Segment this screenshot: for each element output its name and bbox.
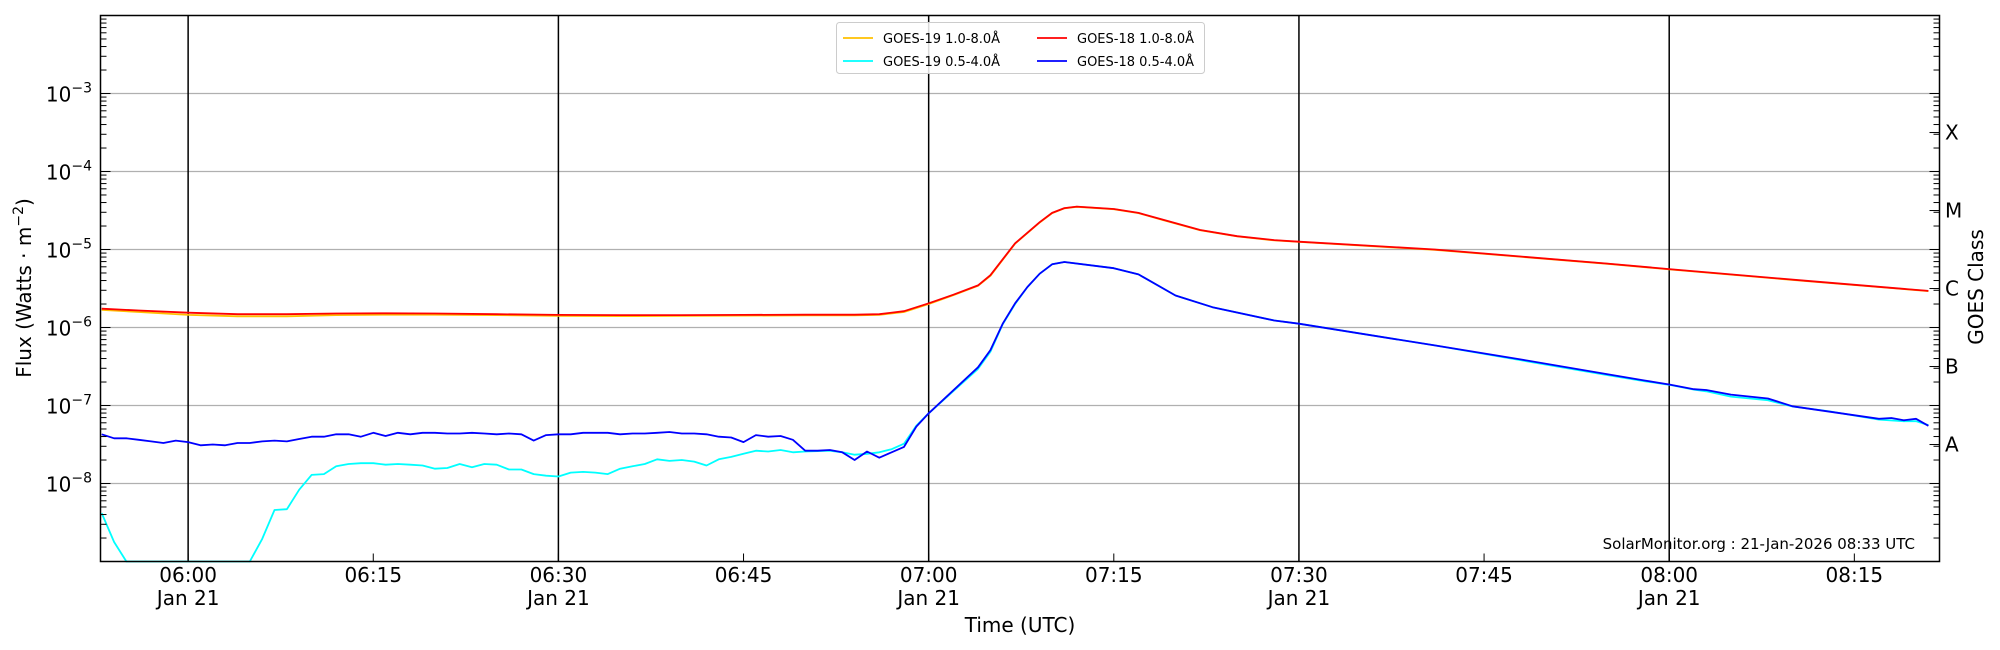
goes-class-labels: A B C M X bbox=[1945, 121, 1962, 457]
legend-box bbox=[836, 22, 1205, 74]
series-lines bbox=[100, 205, 1929, 563]
y-tick-label: 10−7 bbox=[46, 393, 92, 419]
watermark: SolarMonitor.org : 21-Jan-2026 08:33 UTC bbox=[1603, 535, 1915, 553]
y-tick-label: 10−6 bbox=[46, 315, 92, 341]
y-tick-label: 10−3 bbox=[46, 81, 92, 107]
x-tick-date-label: Jan 21 bbox=[1636, 586, 1701, 610]
series-line-goes-19-1-0-8-0- bbox=[101, 205, 1929, 318]
y-tick-label: 10−8 bbox=[46, 471, 92, 497]
legend-label: GOES-19 1.0-8.0Å bbox=[883, 31, 1000, 47]
x-tick-label: 07:15 bbox=[1085, 563, 1143, 587]
x-tick-label: 07:30 bbox=[1270, 563, 1328, 587]
x-tick-label: 06:00 bbox=[159, 563, 217, 587]
goes-class-label-c: C bbox=[1945, 277, 1959, 301]
date-lines bbox=[187, 15, 1670, 562]
x-tick-date-label: Jan 21 bbox=[895, 586, 960, 610]
x-tick-label: 08:15 bbox=[1826, 563, 1884, 587]
goes-class-label-x: X bbox=[1945, 121, 1959, 145]
plot-frame bbox=[99, 14, 1941, 563]
legend-label: GOES-18 1.0-8.0Å bbox=[1077, 31, 1194, 47]
legend-label: GOES-19 0.5-4.0Å bbox=[883, 54, 1000, 70]
axis-ticks bbox=[100, 18, 1940, 562]
goes-class-axis-label: GOES Class bbox=[1964, 229, 1988, 345]
series-line-goes-18-1-0-8-0- bbox=[101, 205, 1929, 317]
goes-class-label-m: M bbox=[1945, 199, 1962, 223]
y-tick-label: 10−4 bbox=[46, 159, 92, 185]
series-line-goes-19-0-5-4-0- bbox=[100, 261, 1929, 563]
x-tick-label: 08:00 bbox=[1640, 563, 1698, 587]
x-tick-label: 07:00 bbox=[900, 563, 958, 587]
legend-label: GOES-18 0.5-4.0Å bbox=[1077, 54, 1194, 70]
x-tick-label: 06:30 bbox=[530, 563, 588, 587]
y-tick-label: 10−5 bbox=[46, 237, 92, 263]
x-axis-label: Time (UTC) bbox=[964, 613, 1076, 637]
x-tick-date-label: Jan 21 bbox=[525, 586, 590, 610]
x-tick-label: 06:15 bbox=[344, 563, 402, 587]
grid bbox=[100, 92, 1940, 485]
goes-class-label-b: B bbox=[1945, 355, 1959, 379]
x-tick-label: 07:45 bbox=[1455, 563, 1513, 587]
x-tick-label: 06:45 bbox=[715, 563, 773, 587]
x-tick-date-label: Jan 21 bbox=[1266, 586, 1331, 610]
series-line-goes-18-0-5-4-0- bbox=[101, 261, 1929, 461]
y-tick-labels: 10−8 10−7 10−6 10−5 10−4 10−3 bbox=[46, 81, 92, 497]
legend: GOES-19 1.0-8.0Å GOES-19 0.5-4.0Å GOES-18 … bbox=[836, 22, 1205, 74]
y-axis-label: Flux (Watts · m−2) bbox=[11, 198, 36, 378]
goes-class-label-a: A bbox=[1945, 433, 1959, 457]
x-tick-date-label: Jan 21 bbox=[155, 586, 220, 610]
